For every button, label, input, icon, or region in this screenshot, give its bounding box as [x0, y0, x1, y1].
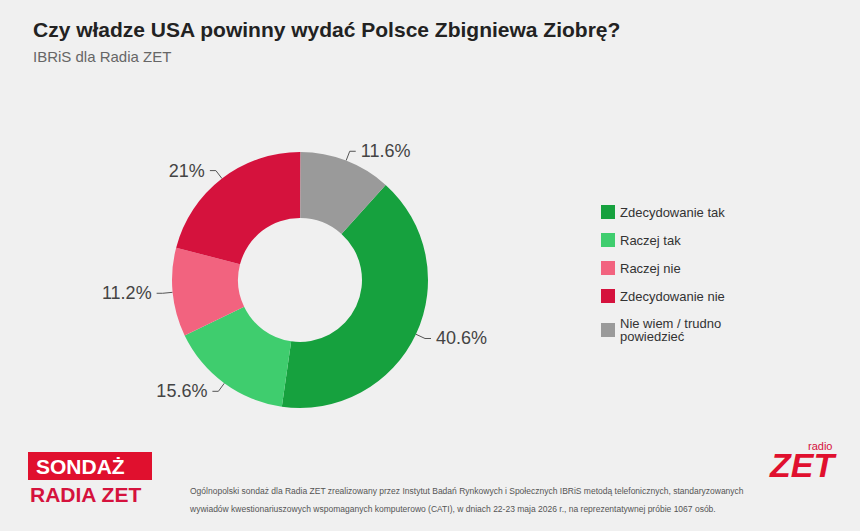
svg-text:11.6%: 11.6% [361, 141, 411, 161]
svg-text:Czy władze USA powinny wydać P: Czy władze USA powinny wydać Polsce Zbig… [33, 18, 620, 41]
svg-text:ZET: ZET [769, 446, 837, 484]
svg-text:Ogólnopolski sondaż dla Radia: Ogólnopolski sondaż dla Radia ZET zreali… [190, 486, 744, 496]
svg-text:Zdecydowanie nie: Zdecydowanie nie [620, 289, 725, 304]
svg-text:Nie wiem / trudno: Nie wiem / trudno [620, 316, 725, 331]
svg-text:Zdecydowanie tak: Zdecydowanie tak [620, 205, 725, 220]
svg-text:powiedzieć: powiedzieć [620, 329, 685, 344]
svg-text:Raczej nie: Raczej nie [620, 261, 681, 276]
svg-text:11.2%: 11.2% [102, 283, 152, 303]
svg-text:Raczej tak: Raczej tak [620, 233, 681, 248]
svg-text:IBRiS dla Radia ZET: IBRiS dla Radia ZET [33, 48, 171, 65]
svg-text:21%: 21% [169, 161, 205, 181]
svg-text:15.6%: 15.6% [156, 381, 207, 401]
svg-text:RADIA ZET: RADIA ZET [30, 483, 141, 506]
svg-text:40.6%: 40.6% [436, 328, 487, 348]
svg-text:SONDAŻ: SONDAŻ [36, 455, 125, 478]
svg-text:wywiadów kwestionariuszowych w: wywiadów kwestionariuszowych wspomaganyc… [189, 504, 716, 514]
